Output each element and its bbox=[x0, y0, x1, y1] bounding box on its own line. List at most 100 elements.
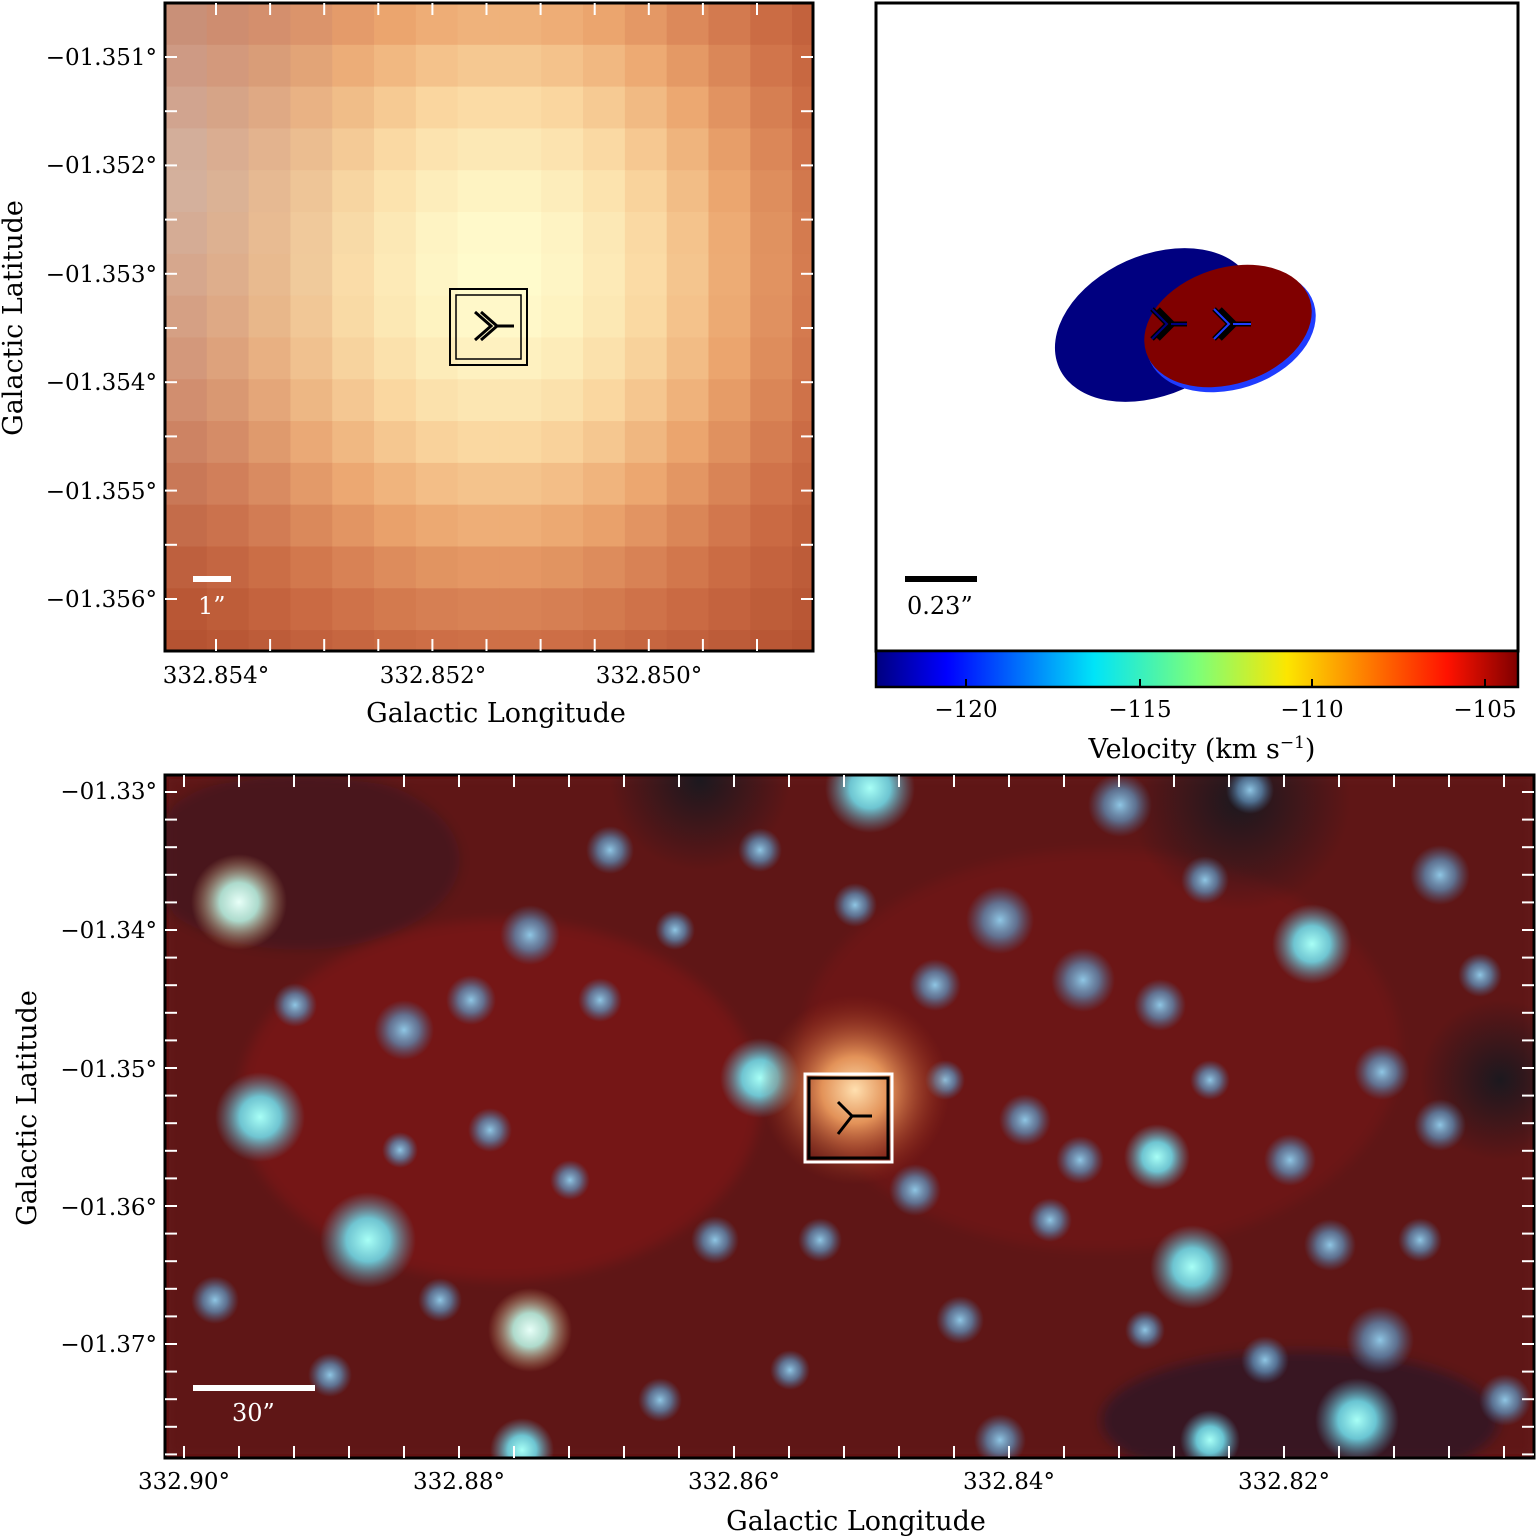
image-pixel bbox=[290, 588, 333, 631]
image-pixel bbox=[206, 630, 250, 651]
faint-star bbox=[966, 886, 1034, 954]
bright-star bbox=[1272, 904, 1352, 984]
y-tick-label: −01.33° bbox=[60, 779, 157, 805]
image-pixel bbox=[583, 379, 626, 422]
y-tick-label: −01.354° bbox=[46, 370, 157, 396]
image-pixel bbox=[206, 86, 250, 130]
image-pixel bbox=[624, 379, 668, 422]
wide-field-image: 30” bbox=[165, 775, 1534, 1458]
image-pixel bbox=[248, 170, 292, 213]
image-pixel bbox=[374, 379, 417, 422]
image-pixel bbox=[415, 379, 459, 422]
image-pixel bbox=[666, 44, 710, 88]
velocity-panel: 0.23” −120 −115 −110 −105 Velocity (km s… bbox=[874, 1, 1520, 765]
image-pixel bbox=[206, 44, 250, 88]
image-pixel bbox=[332, 337, 375, 380]
faint-star bbox=[550, 1160, 590, 1200]
image-pixel bbox=[583, 588, 626, 631]
image-pixel bbox=[332, 630, 375, 651]
image-pixel bbox=[666, 337, 710, 380]
image-pixel bbox=[708, 128, 751, 171]
image-pixel bbox=[499, 86, 542, 130]
x-tick-label: 332.88° bbox=[413, 1469, 505, 1495]
image-pixel bbox=[750, 44, 793, 88]
image-pixel bbox=[624, 588, 668, 631]
image-pixel bbox=[165, 588, 208, 631]
image-pixel bbox=[666, 170, 710, 213]
image-pixel bbox=[750, 546, 793, 589]
bright-star bbox=[320, 1192, 416, 1288]
image-pixel bbox=[750, 128, 793, 171]
x-tick-label: 332.84° bbox=[963, 1469, 1055, 1495]
image-pixel bbox=[624, 253, 668, 297]
image-pixel bbox=[374, 421, 417, 464]
x-tick-label: 332.82° bbox=[1238, 1469, 1330, 1495]
faint-star bbox=[1181, 856, 1229, 904]
image-pixel bbox=[541, 546, 584, 589]
image-pixel bbox=[457, 421, 501, 464]
image-pixel bbox=[332, 546, 375, 589]
image-pixel bbox=[374, 462, 417, 506]
image-pixel bbox=[290, 462, 333, 506]
image-pixel bbox=[290, 295, 333, 339]
faint-star bbox=[638, 1378, 682, 1422]
faint-star bbox=[191, 1276, 239, 1324]
y-tick-label: −01.36° bbox=[60, 1195, 157, 1221]
wide-source-marker bbox=[803, 1072, 894, 1164]
image-pixel bbox=[583, 3, 626, 46]
y-tick-label: −01.35° bbox=[60, 1057, 157, 1083]
faint-star bbox=[691, 1216, 739, 1264]
zoom-panel: 1” −01.351° −01.352° −01.353° −01.354° −… bbox=[0, 1, 815, 729]
image-pixel bbox=[499, 170, 542, 213]
image-pixel bbox=[248, 337, 292, 380]
image-pixel bbox=[415, 588, 459, 631]
image-pixel bbox=[248, 462, 292, 506]
x-axis-label: Galactic Longitude bbox=[366, 698, 626, 729]
image-pixel bbox=[457, 379, 501, 422]
image-pixel bbox=[666, 379, 710, 422]
image-pixel bbox=[541, 504, 584, 548]
image-pixel bbox=[415, 462, 459, 506]
image-pixel bbox=[666, 504, 710, 548]
image-pixel bbox=[750, 421, 793, 464]
y-tick-label: −01.355° bbox=[46, 479, 157, 505]
image-pixel bbox=[165, 462, 208, 506]
image-pixel bbox=[499, 630, 542, 651]
image-pixel bbox=[165, 3, 208, 46]
image-pixel bbox=[332, 588, 375, 631]
image-pixel bbox=[624, 421, 668, 464]
velocity-ellipses bbox=[1054, 248, 1316, 402]
image-pixel bbox=[165, 44, 208, 88]
image-pixel bbox=[708, 3, 751, 46]
image-pixel bbox=[457, 3, 501, 46]
image-pixel bbox=[248, 504, 292, 548]
image-pixel bbox=[415, 3, 459, 46]
image-pixel bbox=[708, 212, 751, 255]
image-pixel bbox=[206, 128, 250, 171]
image-pixel bbox=[708, 421, 751, 464]
image-pixel bbox=[708, 44, 751, 88]
y-tick-label: −01.37° bbox=[60, 1332, 157, 1358]
image-pixel bbox=[332, 128, 375, 171]
faint-star bbox=[1226, 775, 1274, 814]
image-pixel bbox=[792, 379, 813, 422]
wide-scalebar: 30” bbox=[193, 1385, 315, 1427]
faint-star bbox=[1346, 1306, 1414, 1374]
image-pixel bbox=[165, 295, 208, 339]
image-pixel bbox=[708, 86, 751, 130]
image-pixel bbox=[792, 3, 813, 46]
image-pixel bbox=[708, 462, 751, 506]
image-pixel bbox=[290, 337, 333, 380]
faint-star bbox=[382, 1132, 418, 1168]
image-pixel bbox=[415, 212, 459, 255]
image-pixel bbox=[708, 170, 751, 213]
image-pixel bbox=[499, 3, 542, 46]
faint-star bbox=[909, 959, 961, 1011]
image-pixel bbox=[206, 462, 250, 506]
faint-star bbox=[798, 1218, 842, 1262]
image-pixel bbox=[165, 212, 208, 255]
y-tick-label: −01.34° bbox=[60, 918, 157, 944]
image-pixel bbox=[750, 295, 793, 339]
bright-star bbox=[191, 854, 287, 950]
image-pixel bbox=[290, 128, 333, 171]
